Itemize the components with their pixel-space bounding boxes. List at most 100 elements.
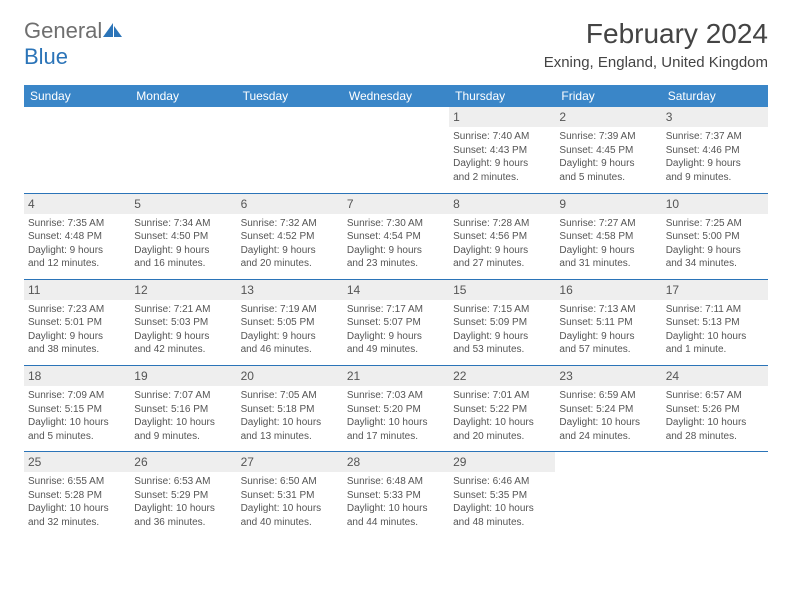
sunrise-text: Sunrise: 7:28 AM (453, 217, 551, 231)
day-number: 8 (449, 194, 555, 214)
sunrise-text: Sunrise: 6:46 AM (453, 475, 551, 489)
calendar-day-cell (237, 107, 343, 193)
calendar-day-cell: 11Sunrise: 7:23 AMSunset: 5:01 PMDayligh… (24, 279, 130, 365)
sunset-text: Sunset: 4:43 PM (453, 144, 551, 158)
daylight-text: and 24 minutes. (559, 430, 657, 444)
daylight-text: Daylight: 9 hours (241, 330, 339, 344)
sunrise-text: Sunrise: 7:25 AM (666, 217, 764, 231)
daylight-text: and 17 minutes. (347, 430, 445, 444)
daylight-text: and 53 minutes. (453, 343, 551, 357)
calendar-week-row: 1Sunrise: 7:40 AMSunset: 4:43 PMDaylight… (24, 107, 768, 193)
logo-text-general: General (24, 18, 102, 43)
daylight-text: Daylight: 9 hours (666, 244, 764, 258)
daylight-text: and 27 minutes. (453, 257, 551, 271)
daylight-text: and 28 minutes. (666, 430, 764, 444)
day-number: 29 (449, 452, 555, 472)
day-number: 5 (130, 194, 236, 214)
sunset-text: Sunset: 4:46 PM (666, 144, 764, 158)
calendar-day-cell (130, 107, 236, 193)
day-number: 25 (24, 452, 130, 472)
sunset-text: Sunset: 4:56 PM (453, 230, 551, 244)
daylight-text: and 44 minutes. (347, 516, 445, 530)
calendar-day-cell: 7Sunrise: 7:30 AMSunset: 4:54 PMDaylight… (343, 193, 449, 279)
sunset-text: Sunset: 5:29 PM (134, 489, 232, 503)
calendar-week-row: 11Sunrise: 7:23 AMSunset: 5:01 PMDayligh… (24, 279, 768, 365)
weekday-header: Friday (555, 85, 661, 107)
calendar-day-cell (24, 107, 130, 193)
calendar-day-cell: 13Sunrise: 7:19 AMSunset: 5:05 PMDayligh… (237, 279, 343, 365)
day-number: 15 (449, 280, 555, 300)
daylight-text: Daylight: 9 hours (134, 244, 232, 258)
calendar-day-cell: 1Sunrise: 7:40 AMSunset: 4:43 PMDaylight… (449, 107, 555, 193)
day-number: 20 (237, 366, 343, 386)
calendar-day-cell: 12Sunrise: 7:21 AMSunset: 5:03 PMDayligh… (130, 279, 236, 365)
daylight-text: Daylight: 9 hours (559, 330, 657, 344)
daylight-text: Daylight: 9 hours (347, 330, 445, 344)
daylight-text: and 20 minutes. (453, 430, 551, 444)
calendar-header-row: SundayMondayTuesdayWednesdayThursdayFrid… (24, 85, 768, 107)
daylight-text: Daylight: 9 hours (241, 244, 339, 258)
daylight-text: and 9 minutes. (134, 430, 232, 444)
location: Exning, England, United Kingdom (544, 54, 768, 71)
day-number: 1 (449, 107, 555, 127)
daylight-text: and 36 minutes. (134, 516, 232, 530)
calendar-day-cell: 25Sunrise: 6:55 AMSunset: 5:28 PMDayligh… (24, 452, 130, 538)
weekday-header: Sunday (24, 85, 130, 107)
sunset-text: Sunset: 4:50 PM (134, 230, 232, 244)
daylight-text: and 16 minutes. (134, 257, 232, 271)
daylight-text: and 42 minutes. (134, 343, 232, 357)
sunset-text: Sunset: 5:07 PM (347, 316, 445, 330)
day-number: 16 (555, 280, 661, 300)
daylight-text: Daylight: 10 hours (666, 416, 764, 430)
sunset-text: Sunset: 5:01 PM (28, 316, 126, 330)
logo-sail-icon (102, 22, 124, 38)
daylight-text: Daylight: 10 hours (134, 502, 232, 516)
daylight-text: and 5 minutes. (28, 430, 126, 444)
daylight-text: Daylight: 10 hours (241, 502, 339, 516)
calendar-day-cell: 26Sunrise: 6:53 AMSunset: 5:29 PMDayligh… (130, 452, 236, 538)
weekday-header: Thursday (449, 85, 555, 107)
sunset-text: Sunset: 5:18 PM (241, 403, 339, 417)
calendar-day-cell: 10Sunrise: 7:25 AMSunset: 5:00 PMDayligh… (662, 193, 768, 279)
calendar-day-cell: 22Sunrise: 7:01 AMSunset: 5:22 PMDayligh… (449, 365, 555, 451)
daylight-text: and 31 minutes. (559, 257, 657, 271)
day-number: 26 (130, 452, 236, 472)
daylight-text: Daylight: 9 hours (28, 244, 126, 258)
day-number: 9 (555, 194, 661, 214)
day-number: 23 (555, 366, 661, 386)
daylight-text: Daylight: 10 hours (559, 416, 657, 430)
sunrise-text: Sunrise: 7:27 AM (559, 217, 657, 231)
daylight-text: and 9 minutes. (666, 171, 764, 185)
month-title: February 2024 (544, 18, 768, 50)
calendar-day-cell: 24Sunrise: 6:57 AMSunset: 5:26 PMDayligh… (662, 365, 768, 451)
calendar-day-cell (662, 452, 768, 538)
sunset-text: Sunset: 5:05 PM (241, 316, 339, 330)
sunrise-text: Sunrise: 7:37 AM (666, 130, 764, 144)
logo: General Blue (24, 18, 124, 70)
sunrise-text: Sunrise: 6:48 AM (347, 475, 445, 489)
day-number: 11 (24, 280, 130, 300)
day-number: 4 (24, 194, 130, 214)
daylight-text: Daylight: 9 hours (28, 330, 126, 344)
sunset-text: Sunset: 5:00 PM (666, 230, 764, 244)
weekday-header: Wednesday (343, 85, 449, 107)
daylight-text: Daylight: 9 hours (453, 157, 551, 171)
sunrise-text: Sunrise: 7:17 AM (347, 303, 445, 317)
sunrise-text: Sunrise: 7:19 AM (241, 303, 339, 317)
daylight-text: and 40 minutes. (241, 516, 339, 530)
calendar-day-cell (343, 107, 449, 193)
daylight-text: Daylight: 10 hours (347, 502, 445, 516)
calendar-week-row: 4Sunrise: 7:35 AMSunset: 4:48 PMDaylight… (24, 193, 768, 279)
sunset-text: Sunset: 5:13 PM (666, 316, 764, 330)
sunset-text: Sunset: 5:33 PM (347, 489, 445, 503)
calendar-day-cell: 29Sunrise: 6:46 AMSunset: 5:35 PMDayligh… (449, 452, 555, 538)
daylight-text: Daylight: 9 hours (559, 157, 657, 171)
day-number: 28 (343, 452, 449, 472)
sunset-text: Sunset: 5:16 PM (134, 403, 232, 417)
sunrise-text: Sunrise: 7:35 AM (28, 217, 126, 231)
sunset-text: Sunset: 4:45 PM (559, 144, 657, 158)
calendar-day-cell: 27Sunrise: 6:50 AMSunset: 5:31 PMDayligh… (237, 452, 343, 538)
calendar-day-cell: 2Sunrise: 7:39 AMSunset: 4:45 PMDaylight… (555, 107, 661, 193)
daylight-text: Daylight: 9 hours (559, 244, 657, 258)
daylight-text: Daylight: 10 hours (134, 416, 232, 430)
